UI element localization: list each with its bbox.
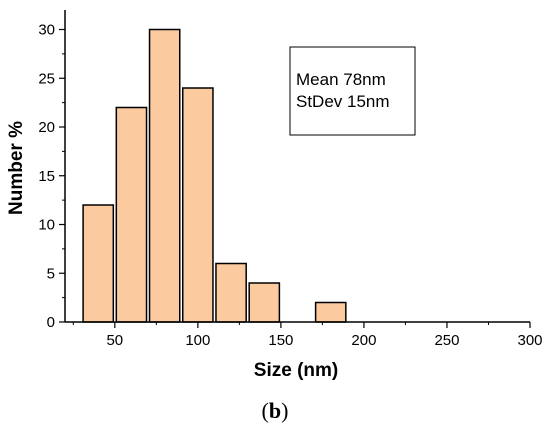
- y-tick-label-6: 30: [38, 22, 55, 39]
- histogram-bar-5: [248, 282, 281, 323]
- x-tick-label-3: 200: [351, 332, 376, 349]
- histogram-bar-3: [182, 87, 214, 323]
- histogram-bar-4: [215, 262, 247, 323]
- y-tick-label-4: 20: [38, 119, 55, 136]
- stats-box: Mean 78nm StDev 15nm: [289, 46, 416, 136]
- ticks-group: 0 5 10 15 20 25 30 50 100 150 200 250 300: [38, 22, 542, 350]
- histogram-bar-6: [314, 301, 347, 323]
- x-tick-label-5: 300: [517, 332, 542, 349]
- axes-group: [64, 10, 530, 323]
- panel-label-close: ): [281, 398, 288, 423]
- histogram-bar-1: [115, 106, 148, 323]
- x-tick-label-4: 250: [434, 332, 459, 349]
- y-tick-label-1: 5: [47, 265, 55, 282]
- histogram-bar-0: [82, 204, 115, 323]
- stats-mean-text: Mean 78nm: [296, 70, 386, 89]
- histogram-bar-2: [148, 28, 181, 323]
- y-tick-label-0: 0: [47, 314, 55, 331]
- x-axis-title: Size (nm): [254, 360, 338, 381]
- stats-box-frame: [289, 46, 416, 136]
- stats-stdev-text: StDev 15nm: [296, 92, 390, 111]
- x-tick-label-1: 100: [185, 332, 210, 349]
- y-tick-label-3: 15: [38, 168, 55, 185]
- x-tick-label-2: 150: [268, 332, 293, 349]
- y-axis-title: Number %: [6, 121, 27, 215]
- x-tick-label-0: 50: [106, 332, 123, 349]
- panel-label: (b): [262, 398, 289, 423]
- y-tick-label-2: 10: [38, 217, 55, 234]
- y-tick-label-5: 25: [38, 70, 55, 87]
- panel-label-letter: b: [269, 398, 281, 423]
- bars-group: [82, 28, 347, 323]
- panel-label-open: (: [262, 398, 269, 423]
